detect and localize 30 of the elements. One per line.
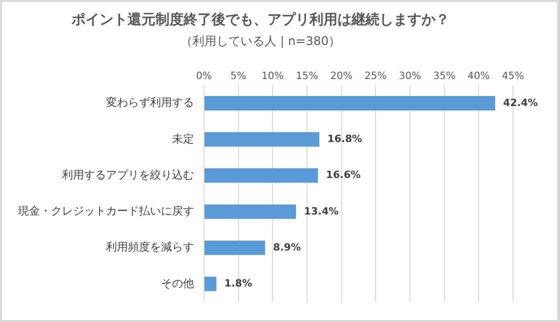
y-tick-label: 利用するアプリを絞り込む: [62, 168, 194, 182]
x-tick-label: 35%: [433, 70, 456, 82]
x-tick-label: 0%: [196, 70, 212, 82]
data-label: 1.8%: [224, 278, 252, 290]
chart-title: ポイント還元制度終了後でも、アプリ利用は継続しますか？: [70, 11, 450, 28]
x-tick-label: 25%: [364, 70, 387, 82]
y-tick-label: 未定: [172, 132, 194, 146]
data-label: 8.9%: [273, 242, 301, 254]
x-tick-label: 45%: [502, 70, 524, 82]
y-tick-label: 変わらず利用する: [106, 96, 194, 110]
bar: [204, 276, 216, 292]
x-tick-label: 5%: [230, 70, 246, 82]
data-label: 16.6%: [326, 170, 361, 182]
data-label: 16.8%: [327, 134, 362, 145]
bar: [204, 132, 320, 147]
x-tick-label: 10%: [262, 70, 284, 82]
bar: [204, 204, 296, 219]
bar: [204, 168, 318, 183]
x-tick-label: 20%: [330, 70, 352, 82]
bar: [204, 240, 266, 256]
y-tick-label: 利用頻度を減らす: [106, 240, 194, 254]
chart-subtitle: （利用している人 | n=380）: [180, 34, 341, 48]
x-tick-label: 40%: [468, 70, 490, 82]
data-label: 13.4%: [304, 206, 339, 218]
bar: [204, 96, 496, 110]
data-label: 42.4%: [503, 98, 538, 109]
y-tick-label: その他: [161, 276, 194, 290]
y-tick-label: 現金・クレジットカード払いに戻す: [18, 204, 194, 218]
x-tick-label: 30%: [398, 70, 422, 82]
x-tick-label: 15%: [296, 70, 318, 82]
